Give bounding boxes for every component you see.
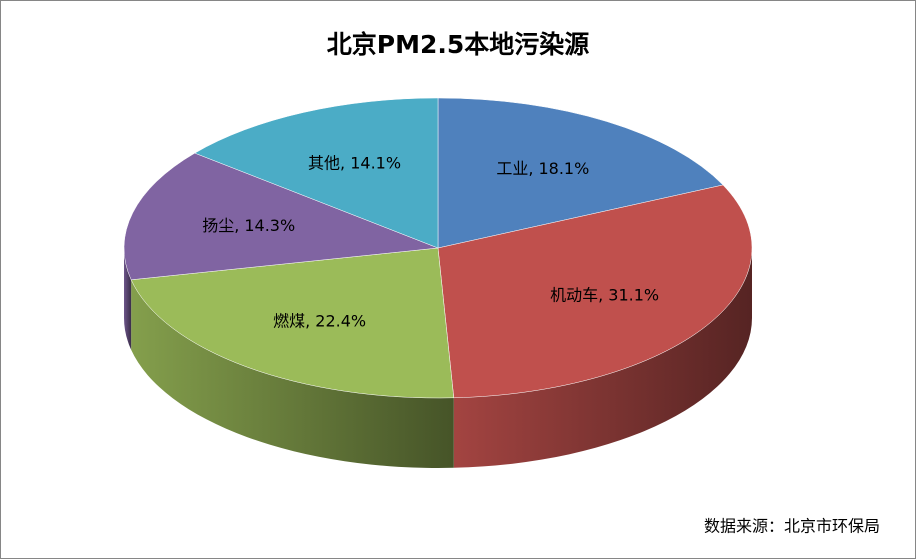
data-label: 机动车, 31.1%	[550, 286, 659, 305]
slice-side	[453, 248, 752, 468]
pie-tops	[123, 97, 753, 399]
chart-title: 北京PM2.5本地污染源	[327, 30, 590, 59]
slice	[194, 97, 439, 249]
data-label: 其他, 14.1%	[308, 153, 401, 172]
pie-sides	[124, 248, 752, 468]
slice	[130, 247, 455, 399]
data-labels: 工业, 18.1% 机动车, 31.1% 燃煤, 22.4% 扬尘, 14.3% 其他,…	[202, 153, 659, 330]
slice	[123, 152, 439, 281]
data-label: 燃煤, 22.4%	[273, 311, 366, 330]
data-label: 工业, 18.1%	[496, 159, 589, 178]
data-label: 扬尘, 14.3%	[202, 216, 295, 235]
slice-side	[131, 279, 454, 468]
slice	[437, 97, 724, 249]
slice-side	[124, 248, 132, 350]
slice	[437, 184, 753, 399]
source-note: 数据来源：北京市环保局	[704, 517, 880, 536]
